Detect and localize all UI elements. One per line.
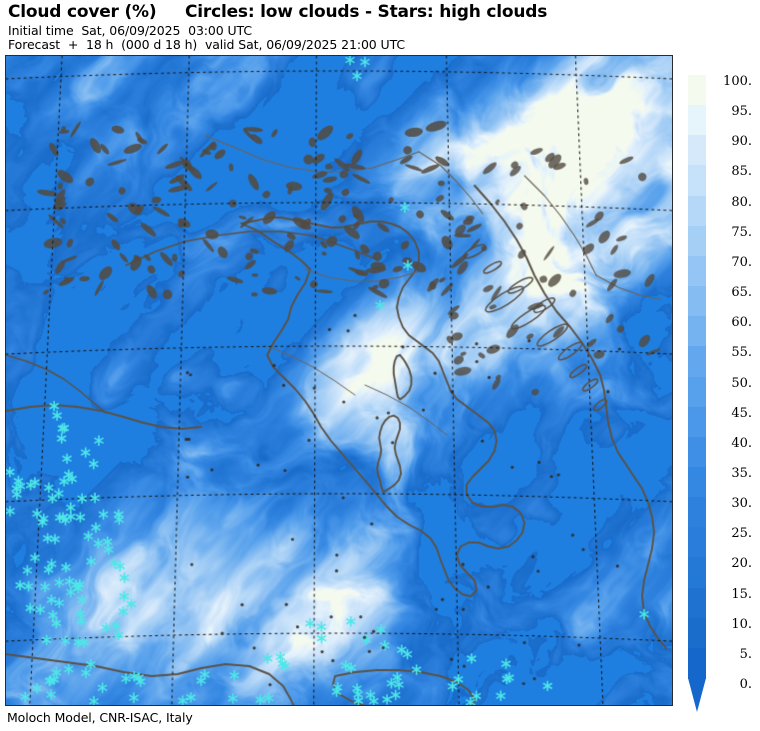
colorbar-tick-label: 60.	[731, 315, 752, 331]
colorbar-band	[688, 135, 706, 167]
colorbar-band	[688, 617, 706, 649]
colorbar-band	[688, 195, 706, 227]
colorbar-band	[688, 225, 706, 257]
colorbar-tick-label: 15.	[731, 586, 752, 602]
colorbar-tick-label: 90.	[731, 134, 752, 150]
colorbar-band	[688, 75, 706, 106]
colorbar-band	[688, 406, 706, 438]
colorbar-tick-labels: 100. 95. 90. 85. 80. 75. 70. 65. 60. 55. 50. 45. 40.…	[706, 60, 754, 700]
colorbar-tick-label: 65.	[731, 285, 752, 301]
colorbar-tick-label: 55.	[731, 345, 752, 361]
colorbar-tick-label: 0.	[739, 677, 752, 692]
colorbar-tick-label: 20.	[731, 556, 752, 572]
cloud-cover-map[interactable]	[6, 56, 672, 705]
colorbar-tick-label: 35.	[731, 465, 752, 481]
colorbar-band	[688, 346, 706, 378]
colorbar-band	[688, 316, 706, 347]
colorbar-band	[688, 466, 706, 498]
initial-time-label: Initial time Sat, 06/09/2025 03:00 UTC	[8, 23, 252, 38]
colorbar	[688, 75, 706, 712]
colorbar-bands	[688, 75, 706, 679]
colorbar-band	[688, 286, 706, 317]
colorbar-tick-label: 95.	[731, 104, 752, 120]
colorbar-band	[688, 255, 706, 287]
colorbar-band	[688, 376, 706, 408]
colorbar-tick-label: 80.	[731, 194, 752, 210]
colorbar-tick-label: 50.	[731, 375, 752, 391]
colorbar-band	[688, 587, 706, 619]
colorbar-tick-label: 75.	[731, 224, 752, 240]
colorbar-tick-label: 40.	[731, 435, 752, 451]
colorbar-low-arrow-icon	[688, 678, 706, 712]
colorbar-band	[688, 557, 706, 589]
page-title: Cloud cover (%) Circles: low clouds - St…	[8, 2, 548, 22]
map-panel[interactable]	[5, 55, 673, 706]
colorbar-tick-label: 30.	[731, 496, 752, 512]
colorbar-band	[688, 647, 706, 679]
colorbar-tick-label: 25.	[731, 526, 752, 542]
colorbar-tick-label: 45.	[731, 405, 752, 421]
colorbar-tick-label: 85.	[731, 164, 752, 180]
colorbar-band	[688, 436, 706, 468]
model-credit: Moloch Model, CNR-ISAC, Italy	[7, 710, 193, 725]
colorbar-band	[688, 497, 706, 528]
colorbar-band	[688, 105, 706, 136]
colorbar-tick-label: 100.	[723, 74, 752, 89]
colorbar-tick-label: 70.	[731, 254, 752, 270]
forecast-valid-label: Forecast + 18 h (000 d 18 h) valid Sat, …	[8, 37, 406, 52]
colorbar-tick-label: 5.	[739, 646, 752, 662]
colorbar-band	[688, 527, 706, 558]
header: Cloud cover (%) Circles: low clouds - St…	[0, 0, 760, 55]
colorbar-band	[688, 165, 706, 197]
colorbar-tick-label: 10.	[731, 616, 752, 632]
